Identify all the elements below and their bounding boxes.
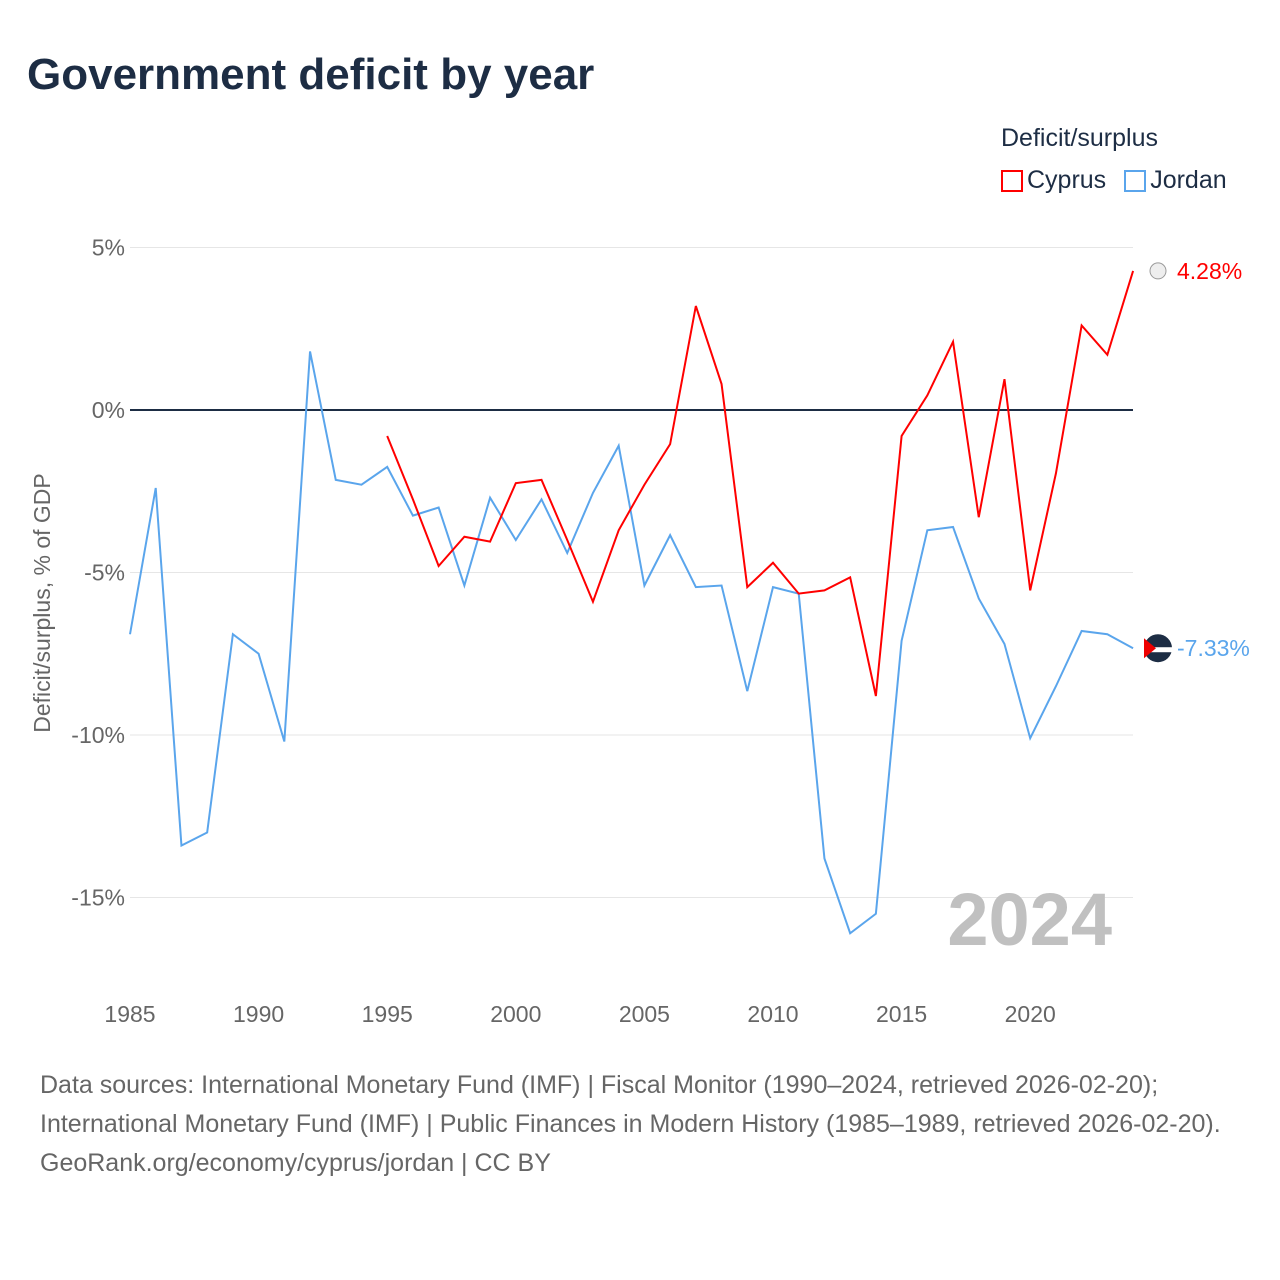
end-label-cyprus: 4.28% — [1177, 258, 1242, 284]
y-tick-label: -10% — [71, 722, 125, 748]
legend-label: Cyprus — [1027, 166, 1107, 194]
flag-stripe — [1144, 647, 1172, 653]
y-tick-label: -5% — [84, 560, 125, 586]
jordan-swatch — [1124, 169, 1147, 192]
y-tick-label: 0% — [92, 397, 125, 423]
chart-title: Government deficit by year — [27, 50, 595, 99]
year-label: 2024 — [947, 878, 1112, 961]
legend-item-cyprus[interactable]: Cyprus — [1001, 166, 1106, 195]
x-tick-label: 2020 — [1005, 1001, 1056, 1027]
x-tick-label: 1990 — [233, 1001, 284, 1027]
y-tick-label: 5% — [92, 235, 125, 261]
x-tick-label: 1985 — [104, 1001, 155, 1027]
x-tick-label: 2000 — [490, 1001, 541, 1027]
x-tick-label: 1995 — [362, 1001, 413, 1027]
cyprus-swatch — [1001, 169, 1023, 192]
x-tick-label: 2010 — [747, 1001, 798, 1027]
x-tick-label: 2015 — [876, 1001, 927, 1027]
cyprus-flag-icon — [1149, 262, 1167, 280]
end-label-jordan: -7.33% — [1177, 635, 1250, 661]
flag-triangle — [1144, 638, 1156, 659]
y-axis-label: Deficit/surplus, % of GDP — [29, 473, 55, 732]
credit[interactable]: GeoRank.org/economy/cyprus/jordan | CC B… — [40, 1149, 551, 1177]
x-tick-label: 2005 — [619, 1001, 670, 1027]
data-sources: Data sources: International Monetary Fun… — [40, 1071, 1221, 1138]
series-line-cyprus — [386, 270, 1135, 697]
legend-item-jordan[interactable]: Jordan — [1124, 166, 1227, 195]
series-line-jordan — [129, 351, 1134, 935]
footer: Data sources: International Monetary Fun… — [40, 1066, 1240, 1183]
line-chart: 5% 0% -5% -10% -15% 1985 1990 1995 2000 2005 2010 2… — [29, 235, 1250, 1028]
legend-label: Jordan — [1150, 166, 1227, 194]
y-tick-label: -15% — [71, 885, 125, 911]
legend: Cyprus Jordan — [1001, 166, 1227, 195]
legend-title: Deficit/surplus — [1001, 124, 1158, 152]
